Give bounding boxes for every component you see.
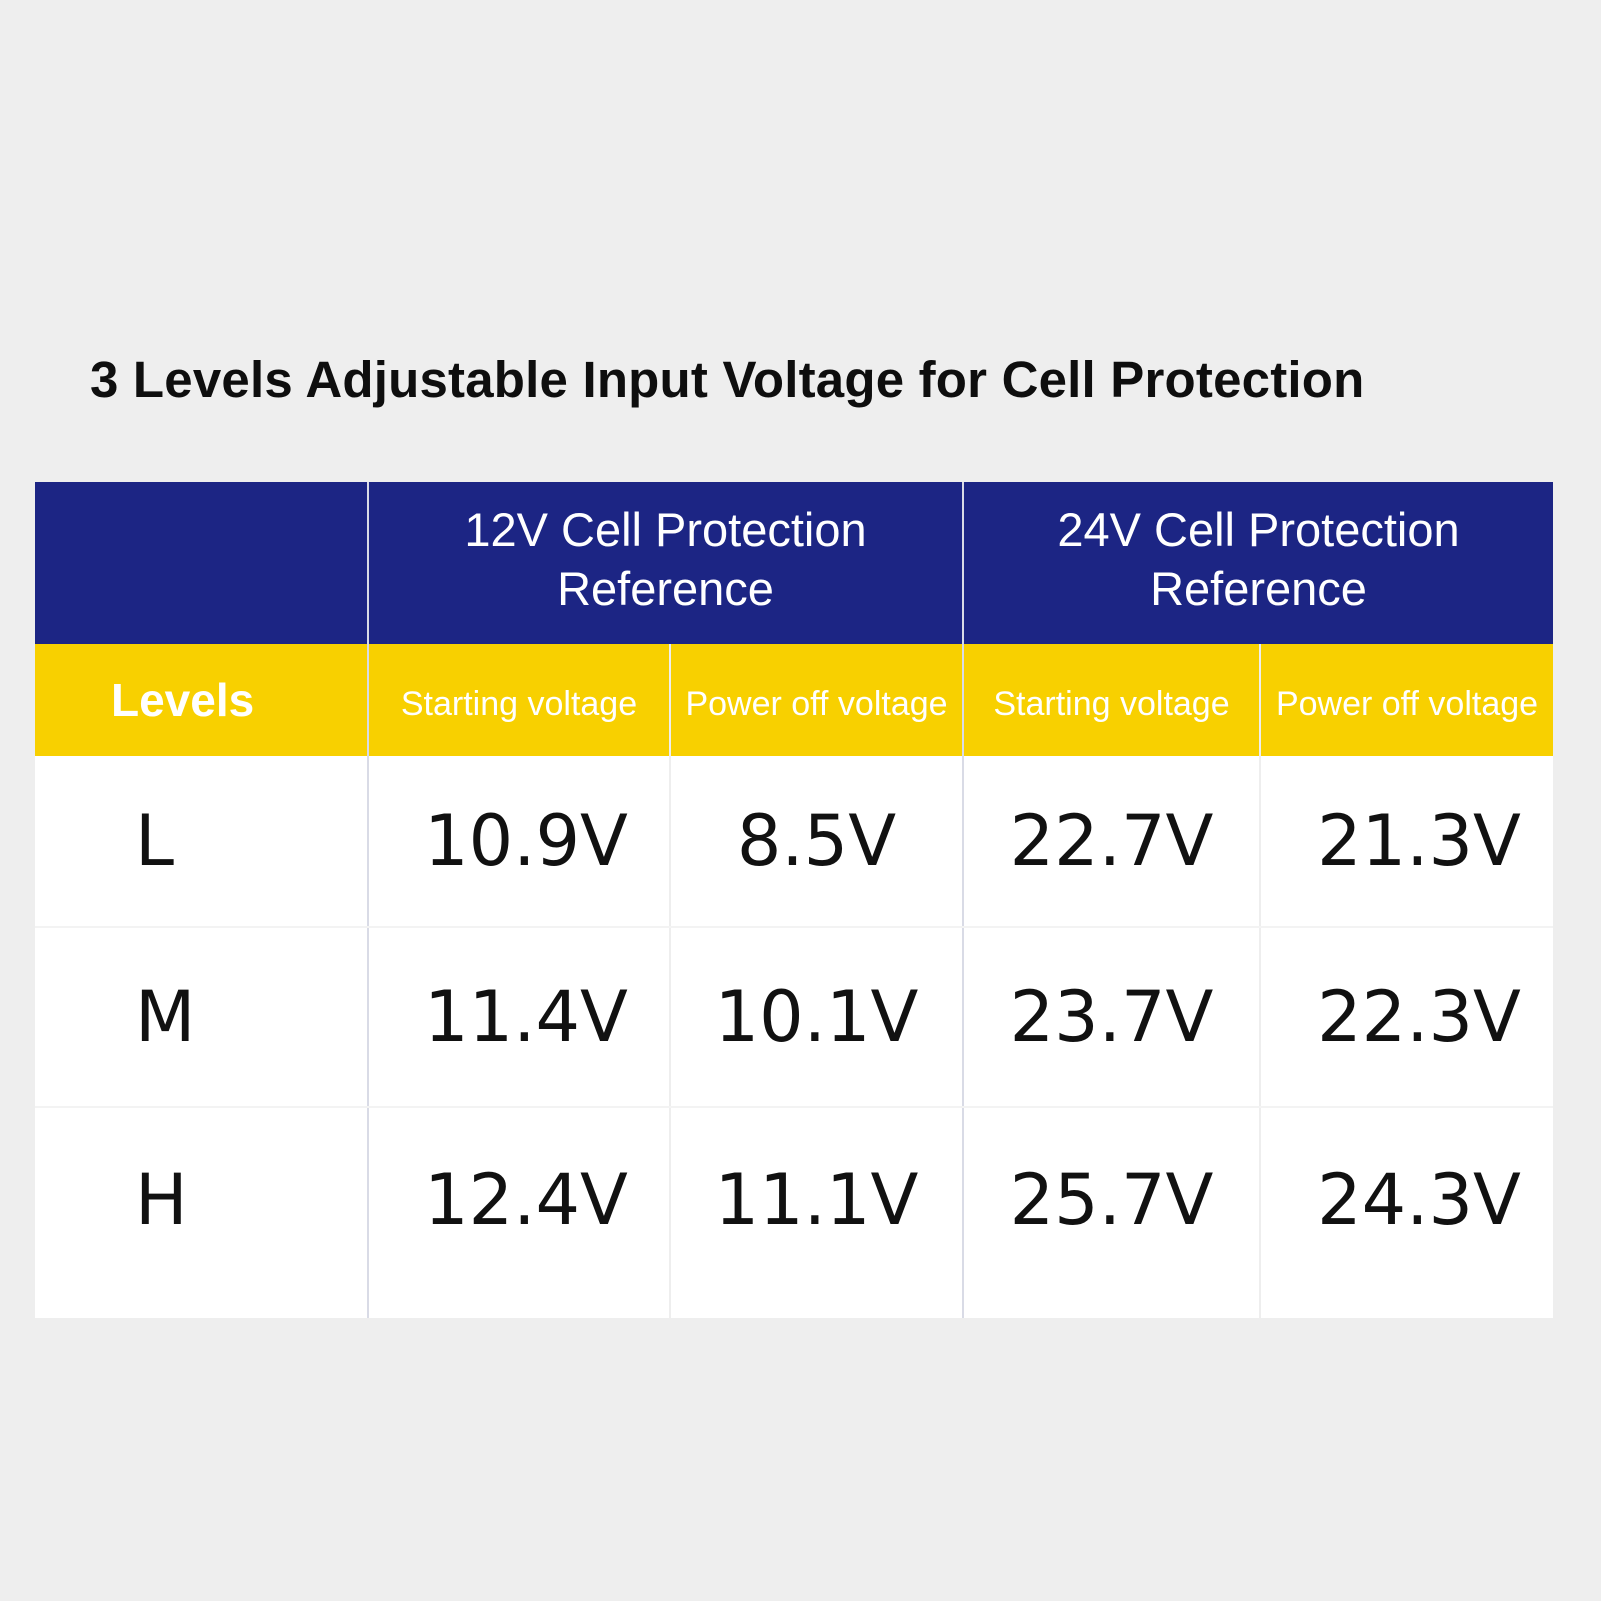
table-cell: 25.7V (964, 1108, 1259, 1318)
table-row-level-cell: L (35, 756, 367, 926)
table-cell: 22.7V (964, 756, 1259, 926)
group-header-12v-label: 12V Cell Protection Reference (464, 503, 867, 615)
voltage-value: 8.5V (736, 800, 897, 882)
voltage-value: 11.4V (424, 976, 628, 1058)
subheader-label: Starting voltage (400, 684, 638, 723)
header-blank-cell (35, 482, 367, 644)
voltage-value: 23.7V (1009, 976, 1214, 1058)
group-header-12v: 12V Cell Protection Reference (369, 482, 962, 644)
subheader-24v-starting: Starting voltage (964, 644, 1259, 756)
subheader-24v-power-off: Power off voltage (1261, 644, 1553, 756)
table-row-level-cell: H (35, 1108, 367, 1318)
voltage-value: 10.1V (714, 976, 919, 1058)
table-cell: 11.4V (369, 928, 669, 1106)
voltage-table: 12V Cell Protection Reference 24V Cell P… (35, 482, 1553, 1318)
table-cell: 24.3V (1261, 1108, 1553, 1318)
table-row-level-cell: M (35, 928, 367, 1106)
subheader-label: Power off voltage (685, 684, 948, 723)
row-divider (35, 1106, 1553, 1108)
table-cell: 10.9V (369, 756, 669, 926)
group-header-24v: 24V Cell Protection Reference (964, 482, 1553, 644)
voltage-value: 21.3V (1317, 800, 1521, 882)
page-title: 3 Levels Adjustable Input Voltage for Ce… (90, 351, 1365, 408)
subheader-12v-starting: Starting voltage (369, 644, 669, 756)
table-cell: 10.1V (671, 928, 962, 1106)
levels-header-label: Levels (111, 674, 255, 726)
group-header-24v-label: 24V Cell Protection Reference (1057, 503, 1460, 615)
subheader-label: Starting voltage (993, 684, 1230, 723)
column-divider (1259, 644, 1261, 1318)
column-divider (962, 482, 964, 1318)
voltage-value: 24.3V (1317, 1159, 1521, 1241)
table-cell: 21.3V (1261, 756, 1553, 926)
table-cell: 22.3V (1261, 928, 1553, 1106)
voltage-value: 11.1V (714, 1159, 919, 1241)
level-label: H (135, 1159, 188, 1241)
subheader-label: Power off voltage (1275, 684, 1539, 723)
levels-header: Levels (35, 644, 367, 756)
level-label: L (135, 800, 174, 882)
row-divider (35, 926, 1553, 928)
voltage-value: 12.4V (424, 1159, 628, 1241)
table-cell: 23.7V (964, 928, 1259, 1106)
column-divider (669, 644, 671, 1318)
voltage-value: 25.7V (1009, 1159, 1214, 1241)
level-label: M (135, 976, 196, 1058)
voltage-value: 22.7V (1009, 800, 1214, 882)
table-cell: 12.4V (369, 1108, 669, 1318)
voltage-value: 10.9V (424, 800, 628, 882)
column-divider (367, 482, 369, 1318)
table-cell: 11.1V (671, 1108, 962, 1318)
table-cell: 8.5V (671, 756, 962, 926)
voltage-value: 22.3V (1317, 976, 1521, 1058)
subheader-12v-power-off: Power off voltage (671, 644, 962, 756)
